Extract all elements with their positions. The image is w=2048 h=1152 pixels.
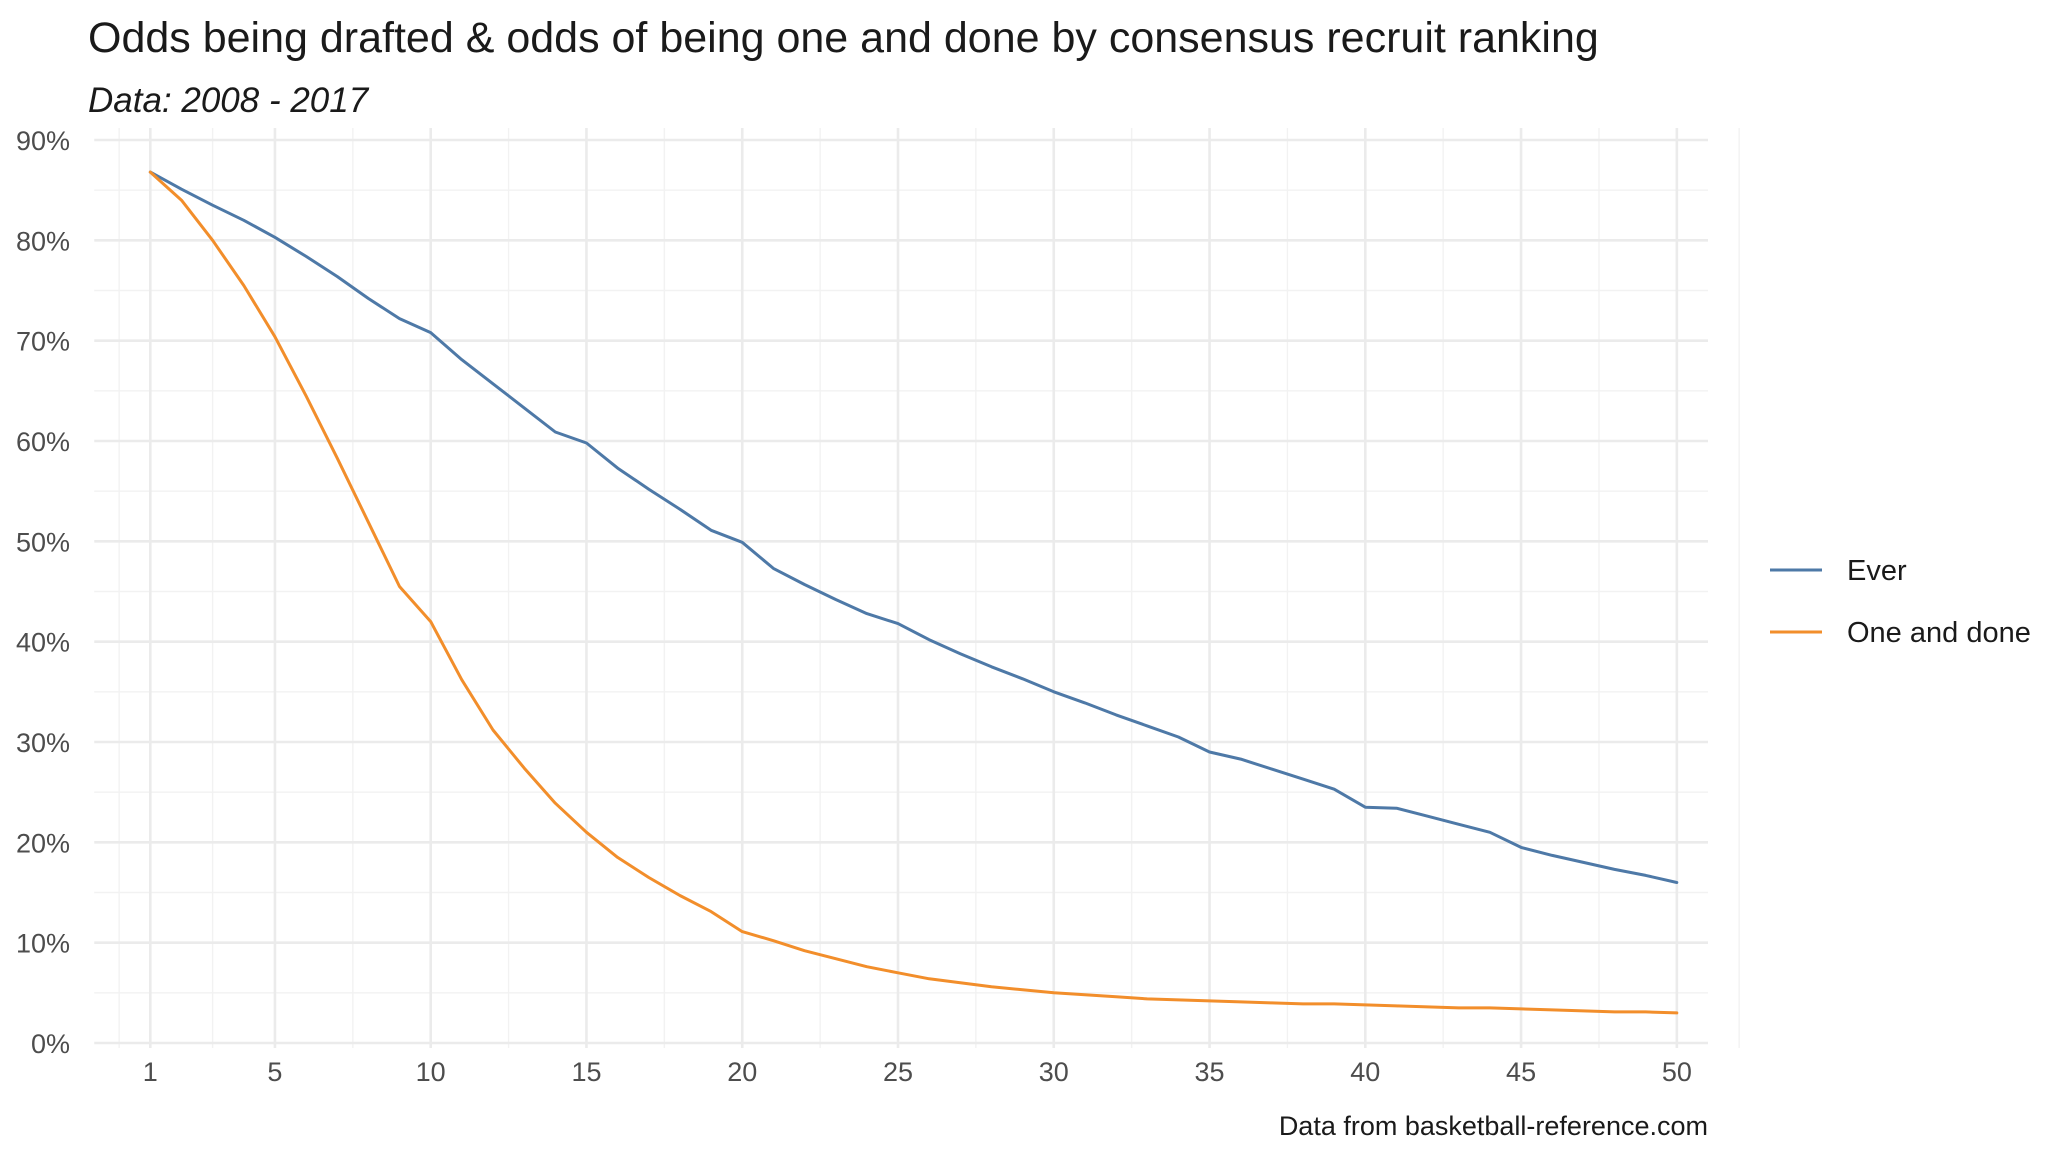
y-tick-label: 60% bbox=[16, 427, 70, 457]
x-tick-label: 35 bbox=[1195, 1057, 1225, 1087]
series-lines bbox=[148, 170, 1679, 1015]
y-tick-label: 80% bbox=[16, 226, 70, 256]
grid bbox=[94, 127, 1740, 1049]
y-tick-label: 70% bbox=[16, 327, 70, 357]
y-tick-label: 20% bbox=[16, 828, 70, 858]
x-tick-label: 40 bbox=[1350, 1057, 1380, 1087]
series-line-one-and-done bbox=[148, 170, 1679, 1015]
x-tick-label: 45 bbox=[1506, 1057, 1536, 1087]
x-tick-label: 30 bbox=[1039, 1057, 1069, 1087]
y-tick-label: 10% bbox=[16, 929, 70, 959]
chart-title: Odds being drafted & odds of being one a… bbox=[88, 14, 1599, 62]
y-tick-label: 30% bbox=[16, 728, 70, 758]
legend-label-one-and-done: One and done bbox=[1847, 617, 2031, 649]
x-tick-label: 20 bbox=[727, 1057, 757, 1087]
x-tick-label: 5 bbox=[267, 1057, 282, 1087]
x-tick-label: 1 bbox=[143, 1057, 158, 1087]
legend-label-ever: Ever bbox=[1847, 555, 1907, 587]
series-line-ever bbox=[148, 170, 1679, 884]
x-tick-label: 25 bbox=[883, 1057, 913, 1087]
y-tick-label: 50% bbox=[16, 527, 70, 557]
x-axis-tick-labels: 1 5 10 15 20 25 30 35 40 45 50 bbox=[143, 1057, 1692, 1087]
x-tick-label: 50 bbox=[1662, 1057, 1692, 1087]
y-tick-label: 0% bbox=[31, 1029, 70, 1059]
chart-subtitle: Data: 2008 - 2017 bbox=[88, 81, 370, 120]
y-tick-label: 40% bbox=[16, 628, 70, 658]
x-tick-label: 10 bbox=[416, 1057, 446, 1087]
legend: Ever One and done bbox=[1770, 555, 2031, 649]
y-axis-tick-labels: 0% 10% 20% 30% 40% 50% 60% 70% 80% 90% bbox=[16, 126, 70, 1059]
x-tick-label: 15 bbox=[571, 1057, 601, 1087]
y-tick-label: 90% bbox=[16, 126, 70, 156]
chart-caption: Data from basketball-reference.com bbox=[1279, 1111, 1708, 1141]
